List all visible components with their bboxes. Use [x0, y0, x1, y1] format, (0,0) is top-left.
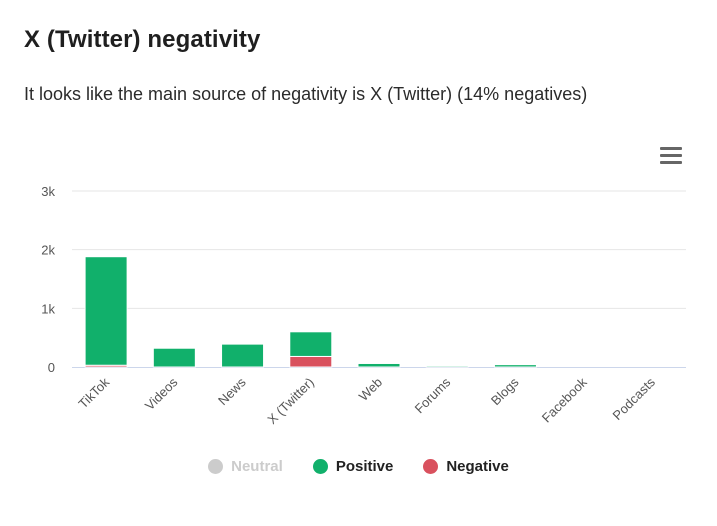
x-tick-label: Web — [356, 375, 385, 404]
chart-legend: Neutral Positive Negative — [0, 458, 717, 475]
bar-negative-x-twitter[interactable] — [289, 355, 333, 368]
legend-label: Positive — [335, 458, 394, 475]
chart-title: X (Twitter) negativity — [24, 26, 261, 53]
bar-positive-x-twitter[interactable] — [289, 331, 333, 357]
legend-label: Negative — [446, 458, 509, 475]
y-tick-label: 2k — [41, 243, 55, 258]
bar-positive-blogs[interactable] — [493, 364, 537, 368]
bar-positive-news[interactable] — [221, 343, 265, 368]
hamburger-menu-icon[interactable] — [660, 147, 682, 165]
x-tick-label: Podcasts — [610, 374, 659, 423]
bar-positive-web[interactable] — [357, 362, 401, 368]
x-tick-label: Facebook — [539, 374, 590, 425]
x-tick-label: Videos — [142, 374, 181, 413]
x-tick-label: News — [215, 374, 249, 408]
legend-item-neutral[interactable]: Neutral — [208, 458, 283, 475]
y-tick-label: 0 — [48, 360, 55, 375]
legend-marker-negative — [423, 459, 439, 474]
x-tick-label: TikTok — [75, 374, 112, 411]
legend-marker-neutral — [208, 459, 224, 474]
x-tick-label: X (Twitter) — [264, 375, 316, 427]
legend-item-positive[interactable]: Positive — [312, 458, 394, 475]
chart-subtitle: It looks like the main source of negativ… — [24, 84, 588, 104]
bar-positive-tiktok[interactable] — [84, 256, 128, 366]
legend-item-negative[interactable]: Negative — [423, 458, 509, 475]
bar-positive-forums[interactable] — [425, 365, 469, 368]
legend-marker-positive — [312, 459, 328, 474]
bar-positive-videos[interactable] — [152, 347, 196, 368]
legend-label: Neutral — [231, 458, 283, 475]
y-tick-label: 3k — [41, 184, 55, 199]
x-tick-label: Blogs — [488, 374, 522, 408]
y-tick-label: 1k — [41, 301, 55, 316]
x-tick-label: Forums — [412, 374, 454, 416]
